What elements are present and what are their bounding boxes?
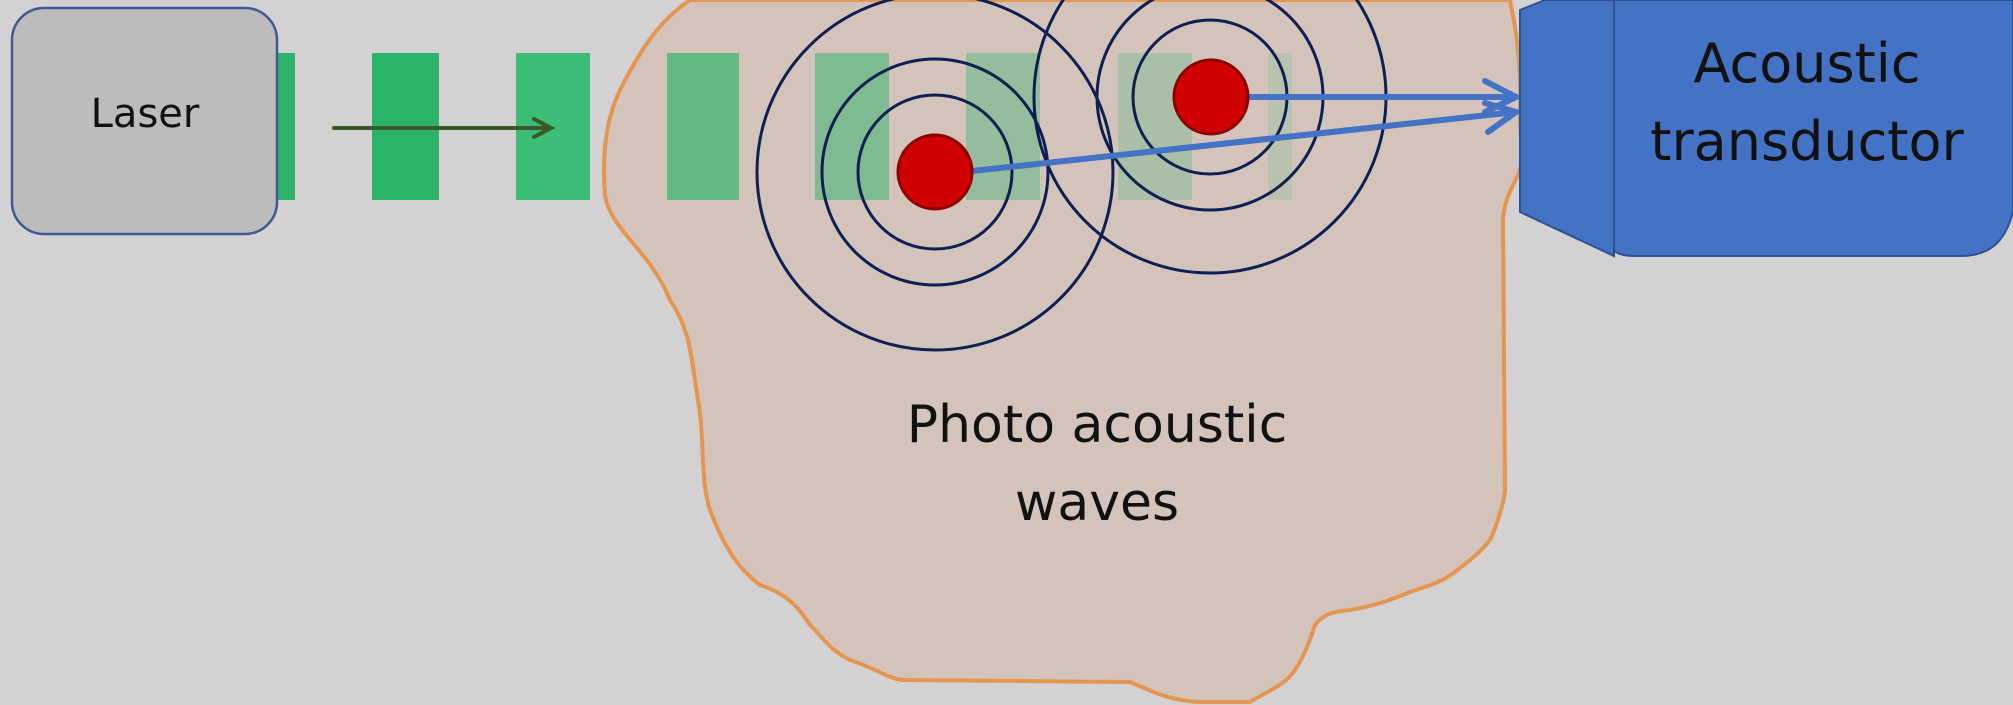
tissue-region — [601, 0, 1525, 704]
transducer-head — [1519, 0, 1615, 258]
transducer-label-line2: transductor — [1650, 110, 1964, 173]
laser-pulse — [278, 53, 295, 200]
laser-box — [10, 6, 279, 236]
transducer-body — [1613, 0, 2013, 257]
laser-label: Laser — [91, 91, 200, 137]
wave-rings-1 — [755, 0, 1115, 352]
laser-pulse — [667, 53, 739, 200]
absorber-1 — [896, 133, 974, 211]
waves-label-line1: Photo acoustic — [907, 395, 1288, 455]
laser-pulse — [815, 53, 889, 200]
laser-pulse — [966, 53, 1040, 200]
transducer-label-line1: Acoustic — [1694, 32, 1921, 95]
signal-arrows — [969, 78, 1523, 174]
absorber-2 — [1172, 58, 1250, 136]
waves-label-line2: waves — [1015, 473, 1179, 533]
beam-arrow — [332, 117, 556, 139]
